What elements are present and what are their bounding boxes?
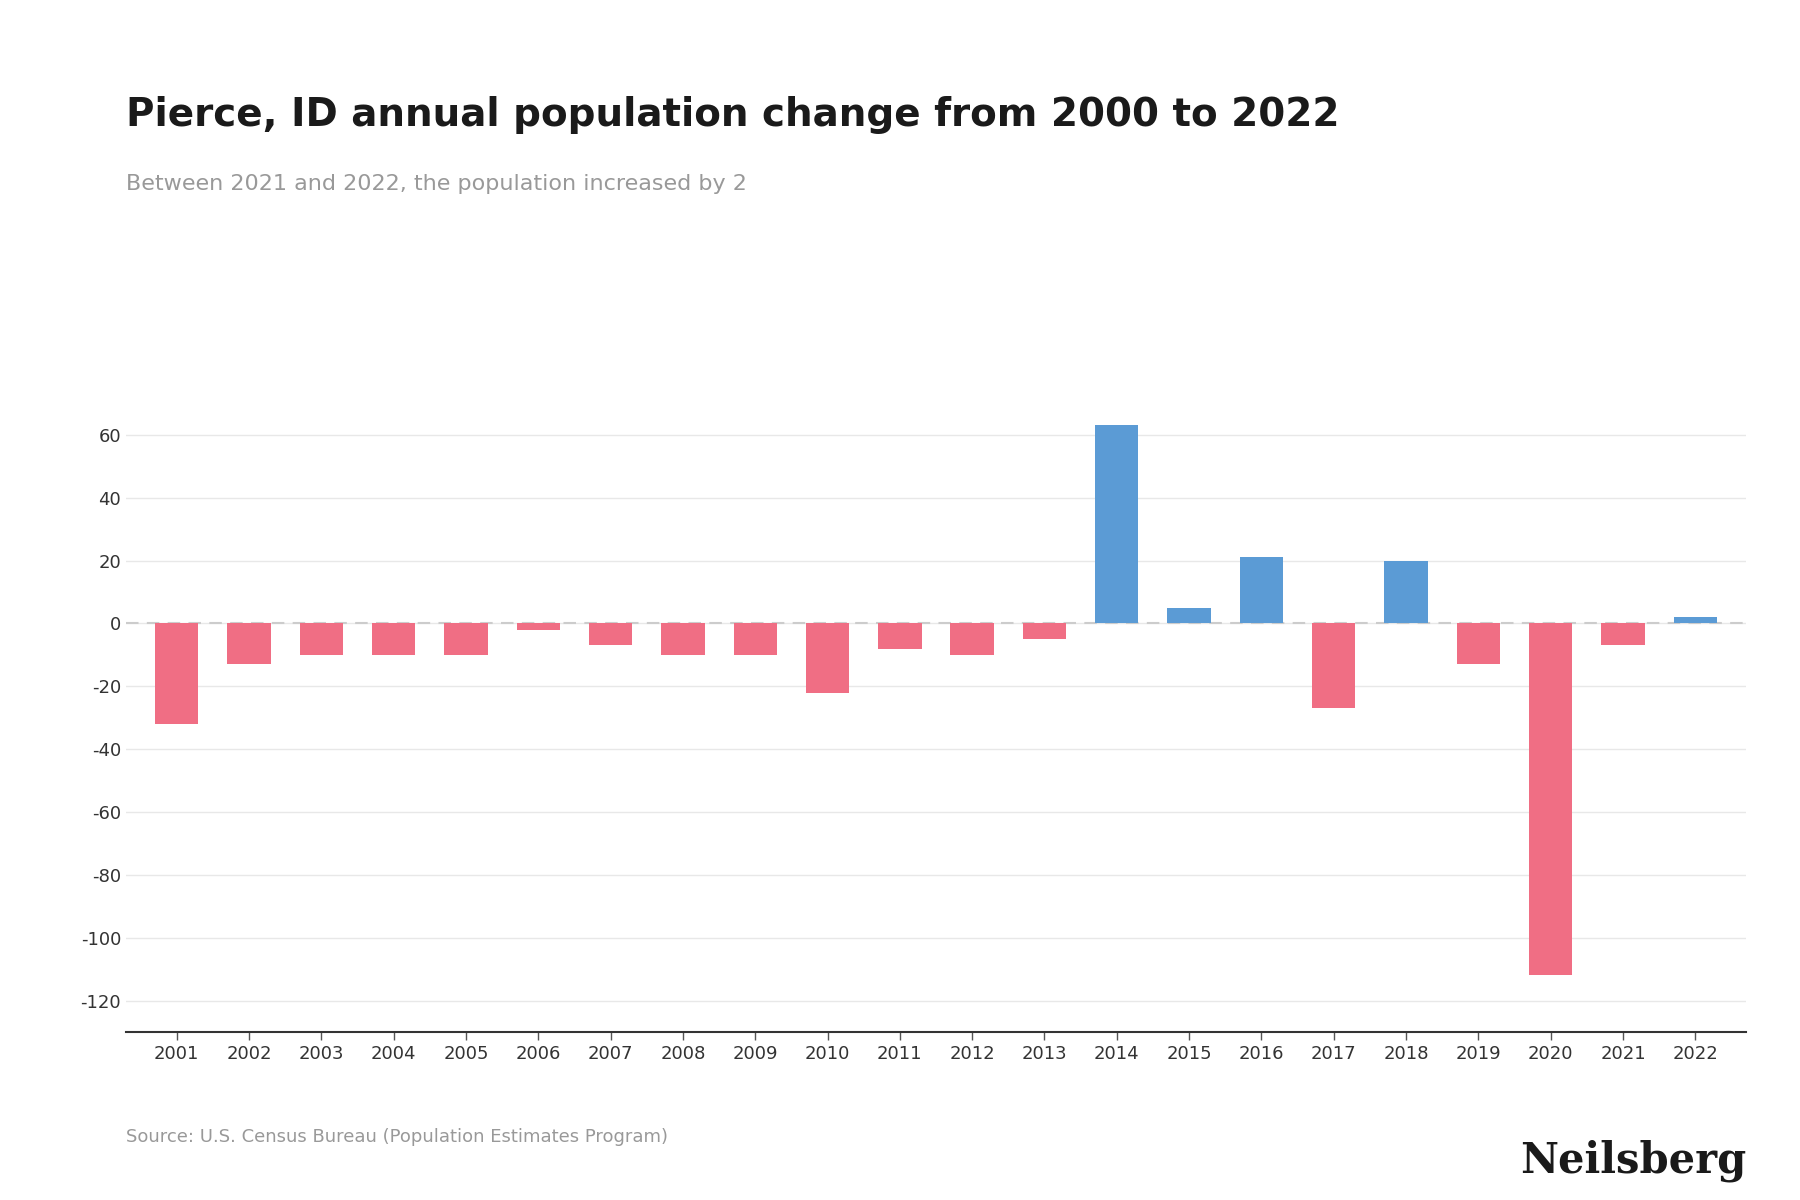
Text: Pierce, ID annual population change from 2000 to 2022: Pierce, ID annual population change from… <box>126 96 1339 134</box>
Bar <box>950 624 994 655</box>
Bar <box>734 624 778 655</box>
Bar <box>878 624 922 648</box>
Bar <box>227 624 270 665</box>
Bar <box>1602 624 1645 646</box>
Bar <box>1022 624 1066 640</box>
Bar <box>373 624 416 655</box>
Bar <box>806 624 850 692</box>
Bar <box>1168 607 1211 624</box>
Bar <box>155 624 198 724</box>
Text: Neilsberg: Neilsberg <box>1519 1140 1746 1182</box>
Bar <box>1528 624 1573 976</box>
Bar <box>589 624 632 646</box>
Bar <box>1094 426 1138 624</box>
Bar <box>445 624 488 655</box>
Text: Between 2021 and 2022, the population increased by 2: Between 2021 and 2022, the population in… <box>126 174 747 194</box>
Bar <box>299 624 344 655</box>
Bar <box>1674 617 1717 624</box>
Bar <box>517 624 560 630</box>
Bar <box>661 624 704 655</box>
Bar <box>1312 624 1355 708</box>
Bar <box>1456 624 1499 665</box>
Bar <box>1384 560 1427 624</box>
Text: Source: U.S. Census Bureau (Population Estimates Program): Source: U.S. Census Bureau (Population E… <box>126 1128 668 1146</box>
Bar <box>1240 558 1283 624</box>
